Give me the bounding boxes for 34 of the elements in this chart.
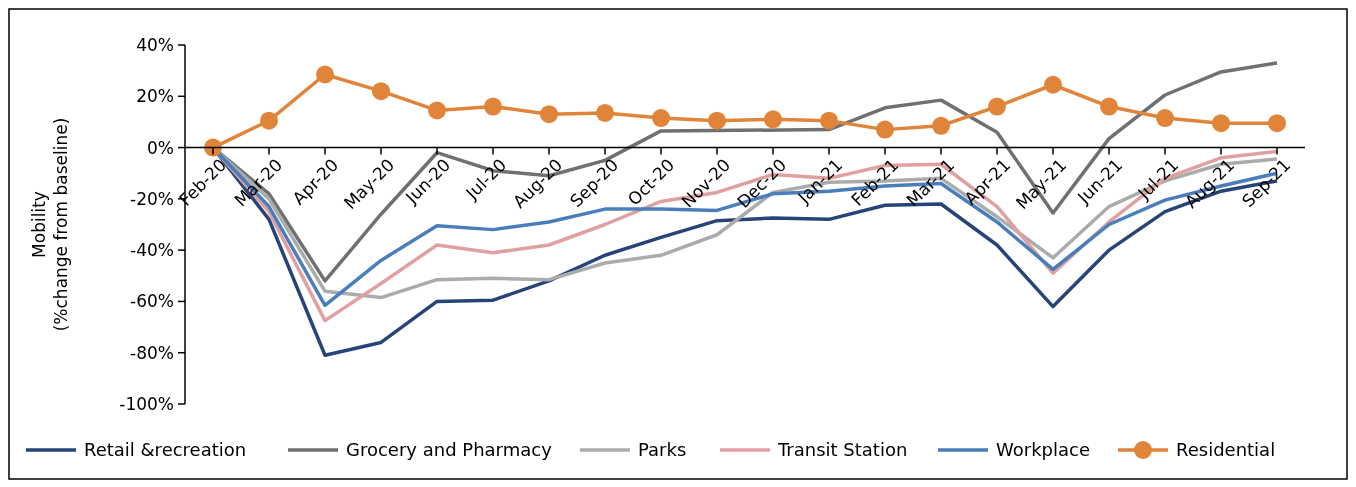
legend-label: Retail &recreation bbox=[84, 439, 247, 461]
point bbox=[1212, 114, 1230, 133]
point bbox=[764, 110, 782, 129]
point bbox=[988, 97, 1006, 116]
y-tick-label: -100% bbox=[119, 393, 174, 414]
point bbox=[596, 103, 614, 122]
point bbox=[876, 120, 894, 139]
point bbox=[540, 105, 558, 124]
point bbox=[316, 65, 334, 84]
y-tick-label: -40% bbox=[130, 240, 174, 261]
point bbox=[260, 111, 278, 130]
legend-label: Grocery and Pharmacy bbox=[346, 439, 553, 461]
y-tick-label: 40% bbox=[136, 34, 174, 55]
y-axis-title: Mobility (%change from baseline) bbox=[29, 117, 71, 332]
point bbox=[372, 82, 390, 101]
point bbox=[1156, 109, 1174, 128]
legend-label: Workplace bbox=[996, 439, 1091, 461]
point bbox=[652, 109, 670, 128]
y-tick-label: 0% bbox=[147, 137, 174, 158]
point bbox=[932, 116, 950, 135]
y-tick-label: -60% bbox=[130, 291, 174, 312]
y-tick-label: -80% bbox=[130, 342, 174, 363]
legend-label: Transit Station bbox=[777, 439, 908, 461]
point bbox=[1268, 114, 1286, 133]
point bbox=[820, 111, 838, 130]
y-tick-label: 20% bbox=[136, 86, 174, 107]
point bbox=[1100, 97, 1118, 116]
point bbox=[428, 101, 446, 120]
point bbox=[484, 97, 502, 116]
legend-label: Residential bbox=[1176, 439, 1276, 461]
y-tick-label: -20% bbox=[130, 188, 174, 209]
point bbox=[708, 111, 726, 130]
point bbox=[1044, 75, 1062, 94]
legend-label: Parks bbox=[638, 439, 687, 461]
